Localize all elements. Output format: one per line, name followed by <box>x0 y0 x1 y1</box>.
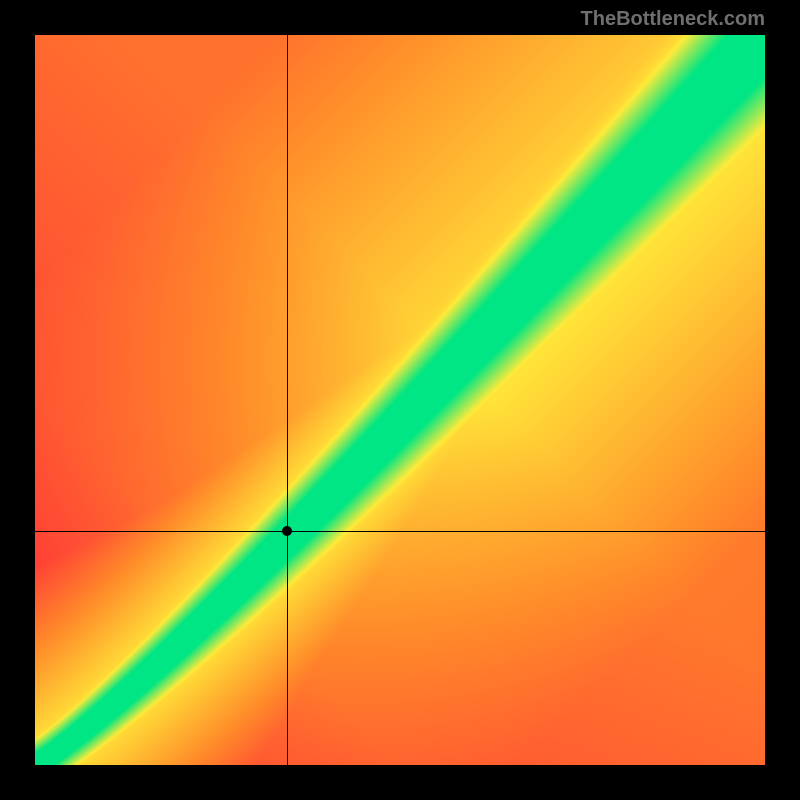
heatmap-canvas <box>35 35 765 765</box>
chart-container: TheBottleneck.com <box>0 0 800 800</box>
crosshair-vertical <box>287 35 288 765</box>
watermark-text: TheBottleneck.com <box>581 8 765 31</box>
data-point-marker <box>282 526 292 536</box>
plot-area <box>35 35 765 765</box>
crosshair-horizontal <box>35 531 765 532</box>
